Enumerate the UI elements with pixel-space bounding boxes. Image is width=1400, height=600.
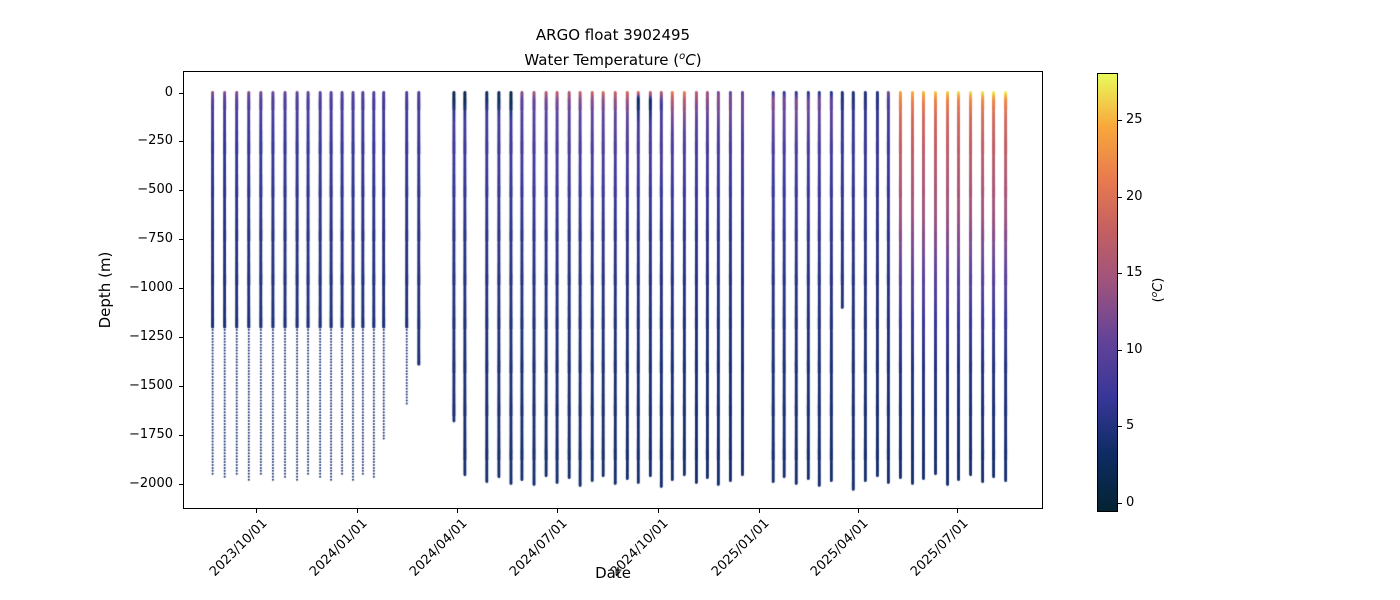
x-tick-mark	[256, 509, 258, 513]
y-tick-mark	[179, 288, 183, 290]
y-tick-label: −1000	[129, 280, 173, 296]
title-block: ARGO float 3902495 Water Temperature (oC…	[183, 24, 1043, 71]
y-tick-mark	[179, 239, 183, 241]
colorbar-tick-mark	[1118, 502, 1122, 504]
colorbar-tick-mark	[1118, 349, 1122, 351]
y-tick-mark	[179, 190, 183, 192]
x-tick-mark	[457, 509, 459, 513]
y-tick-mark	[179, 385, 183, 387]
subtitle-close: )	[695, 51, 702, 69]
colorbar-tick-label: 0	[1126, 494, 1135, 510]
y-tick-label: −750	[137, 231, 173, 247]
x-tick-mark	[657, 509, 659, 513]
plot-border	[183, 71, 1043, 509]
colorbar-unit: C	[1151, 282, 1167, 292]
x-tick-mark	[357, 509, 359, 513]
colorbar-label: (oC)	[1149, 277, 1167, 303]
y-tick-label: −500	[137, 182, 173, 198]
y-tick-mark	[179, 92, 183, 94]
colorbar-tick-mark	[1118, 426, 1122, 428]
x-tick-label: 2025/01/01	[708, 516, 773, 580]
x-axis-label: Date	[595, 564, 631, 582]
colorbar-tick-mark	[1118, 120, 1122, 122]
chart-subtitle: Water Temperature (oC)	[183, 46, 1043, 71]
y-tick-mark	[179, 483, 183, 485]
x-tick-mark	[857, 509, 859, 513]
y-tick-mark	[179, 141, 183, 143]
y-tick-label: −250	[137, 133, 173, 149]
x-tick-label: 2023/10/01	[206, 516, 271, 580]
x-tick-mark	[758, 509, 760, 513]
x-tick-label: 2025/07/01	[907, 516, 972, 580]
colorbar-tick-label: 25	[1126, 112, 1143, 128]
y-tick-label: −1750	[129, 426, 173, 442]
y-tick-mark	[179, 434, 183, 436]
x-tick-mark	[957, 509, 959, 513]
x-tick-label: 2025/04/01	[807, 516, 872, 580]
y-tick-label: −1500	[129, 377, 173, 393]
colorbar-tick-mark	[1118, 273, 1122, 275]
subtitle-text: Water Temperature (	[524, 51, 680, 69]
x-tick-label: 2024/10/01	[607, 516, 672, 580]
colorbar-tick-label: 5	[1126, 418, 1135, 434]
subtitle-degree-symbol: o	[679, 51, 686, 62]
y-tick-label: 0	[164, 84, 173, 100]
colorbar	[1097, 73, 1118, 512]
colorbar-tick-mark	[1118, 196, 1122, 198]
x-tick-mark	[557, 509, 559, 513]
colorbar-tick-label: 10	[1126, 341, 1143, 357]
y-tick-label: −1250	[129, 328, 173, 344]
colorbar-gradient	[1098, 74, 1117, 511]
colorbar-degree-symbol: o	[1149, 291, 1160, 298]
subtitle-unit: C	[685, 51, 696, 69]
colorbar-tick-label: 20	[1126, 188, 1143, 204]
x-tick-label: 2024/07/01	[507, 516, 571, 580]
colorbar-tick-label: 15	[1126, 265, 1143, 281]
y-tick-mark	[179, 336, 183, 338]
chart-title: ARGO float 3902495	[535, 26, 691, 44]
x-tick-label: 2024/01/01	[307, 516, 372, 580]
scatter-plot-canvas	[183, 71, 1043, 509]
y-tick-label: −2000	[129, 475, 173, 491]
x-tick-label: 2024/04/01	[407, 516, 471, 580]
